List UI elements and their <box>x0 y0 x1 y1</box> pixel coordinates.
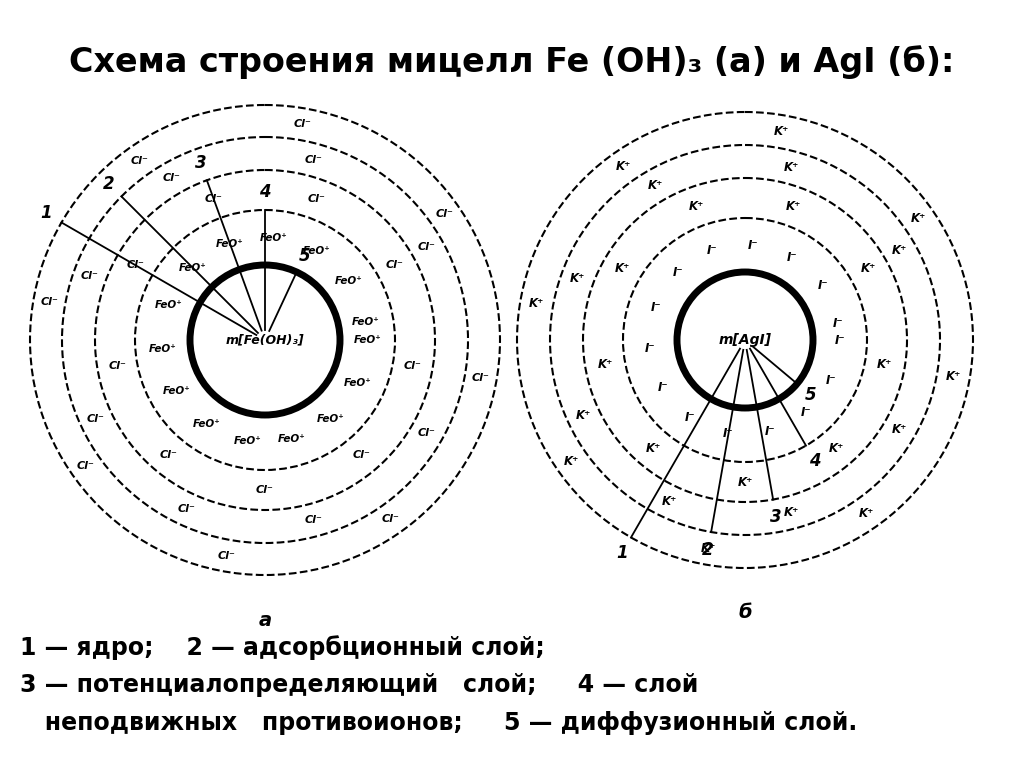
Text: I⁻: I⁻ <box>673 266 683 279</box>
Text: FeO⁺: FeO⁺ <box>278 434 305 444</box>
Text: 5: 5 <box>805 387 817 404</box>
Text: 3 — потенциалопределяющий   слой;     4 — слой: 3 — потенциалопределяющий слой; 4 — слой <box>20 673 698 697</box>
Text: I⁻: I⁻ <box>657 381 668 394</box>
Text: I⁻: I⁻ <box>748 239 759 252</box>
Text: Cl⁻: Cl⁻ <box>256 485 274 495</box>
Text: K⁺: K⁺ <box>910 212 926 225</box>
Text: K⁺: K⁺ <box>700 542 716 555</box>
Text: 1: 1 <box>616 544 628 562</box>
Text: Cl⁻: Cl⁻ <box>304 515 323 525</box>
Text: K⁺: K⁺ <box>783 506 799 519</box>
Text: m[Fe(OH)₃]: m[Fe(OH)₃] <box>225 334 304 347</box>
Text: FeO⁺: FeO⁺ <box>353 335 381 345</box>
Text: I⁻: I⁻ <box>834 317 844 330</box>
Text: I⁻: I⁻ <box>787 252 798 264</box>
Text: FeO⁺: FeO⁺ <box>155 300 182 310</box>
Text: Cl⁻: Cl⁻ <box>160 450 177 460</box>
Text: Cl⁻: Cl⁻ <box>40 297 58 307</box>
Text: I⁻: I⁻ <box>685 411 696 424</box>
Text: Cl⁻: Cl⁻ <box>81 272 98 281</box>
Text: I⁻: I⁻ <box>825 374 837 387</box>
Text: FeO⁺: FeO⁺ <box>352 318 380 328</box>
Text: б: б <box>738 604 752 623</box>
Text: I⁻: I⁻ <box>801 407 811 420</box>
Text: FeO⁺: FeO⁺ <box>193 419 220 429</box>
Text: Cl⁻: Cl⁻ <box>472 373 489 383</box>
Text: K⁺: K⁺ <box>783 161 799 174</box>
Text: Cl⁻: Cl⁻ <box>77 461 94 471</box>
Text: K⁺: K⁺ <box>774 125 790 138</box>
Text: Cl⁻: Cl⁻ <box>87 414 104 424</box>
Text: I⁻: I⁻ <box>650 301 662 314</box>
Text: K⁺: K⁺ <box>569 272 585 285</box>
Text: I⁻: I⁻ <box>835 334 846 347</box>
Text: Cl⁻: Cl⁻ <box>163 173 180 183</box>
Text: K⁺: K⁺ <box>858 507 874 520</box>
Text: m[AgI]: m[AgI] <box>719 333 771 347</box>
Text: K⁺: K⁺ <box>945 370 961 384</box>
Text: а: а <box>258 611 271 630</box>
Text: K⁺: K⁺ <box>737 476 753 489</box>
Text: 4: 4 <box>809 453 821 470</box>
Text: K⁺: K⁺ <box>648 179 664 192</box>
Text: I⁻: I⁻ <box>764 425 775 438</box>
Text: 2: 2 <box>103 175 115 193</box>
Text: I⁻: I⁻ <box>723 427 734 440</box>
Text: Cl⁻: Cl⁻ <box>403 361 422 371</box>
Text: Cl⁻: Cl⁻ <box>352 450 371 460</box>
Text: Cl⁻: Cl⁻ <box>382 515 399 525</box>
Text: FeO⁺: FeO⁺ <box>150 344 177 354</box>
Text: Cl⁻: Cl⁻ <box>435 209 454 219</box>
Text: FeO⁺: FeO⁺ <box>317 413 345 423</box>
Text: I⁻: I⁻ <box>817 279 828 292</box>
Text: 3: 3 <box>770 509 782 526</box>
Text: Cl⁻: Cl⁻ <box>130 156 148 166</box>
Text: FeO⁺: FeO⁺ <box>216 239 244 249</box>
Text: Схема строения мицелл Fe (OH)₃ (а) и AgI (б):: Схема строения мицелл Fe (OH)₃ (а) и AgI… <box>70 45 954 79</box>
Text: K⁺: K⁺ <box>860 262 876 275</box>
Text: K⁺: K⁺ <box>646 443 662 456</box>
Text: Cl⁻: Cl⁻ <box>294 120 312 130</box>
Text: Cl⁻: Cl⁻ <box>218 551 236 561</box>
Text: FeO⁺: FeO⁺ <box>163 387 190 397</box>
Text: Cl⁻: Cl⁻ <box>126 260 144 270</box>
Text: K⁺: K⁺ <box>689 200 705 213</box>
Text: Cl⁻: Cl⁻ <box>109 361 126 371</box>
Text: K⁺: K⁺ <box>564 455 580 468</box>
Text: Cl⁻: Cl⁻ <box>177 504 196 514</box>
Text: K⁺: K⁺ <box>575 409 591 422</box>
Text: K⁺: K⁺ <box>616 160 632 173</box>
Text: K⁺: K⁺ <box>597 358 612 371</box>
Text: Cl⁻: Cl⁻ <box>386 260 403 270</box>
Text: K⁺: K⁺ <box>785 200 801 213</box>
Text: 1: 1 <box>40 205 51 222</box>
Text: FeO⁺: FeO⁺ <box>344 378 372 388</box>
Text: Cl⁻: Cl⁻ <box>304 155 323 165</box>
Text: 2: 2 <box>702 541 714 559</box>
Text: 3: 3 <box>195 154 207 173</box>
Text: 1 — ядро;    2 — адсорбционный слой;: 1 — ядро; 2 — адсорбционный слой; <box>20 635 545 660</box>
Text: Cl⁻: Cl⁻ <box>418 428 435 438</box>
Text: K⁺: K⁺ <box>662 495 677 509</box>
Text: FeO⁺: FeO⁺ <box>335 276 362 286</box>
Text: K⁺: K⁺ <box>892 423 907 436</box>
Text: FeO⁺: FeO⁺ <box>233 436 261 446</box>
Text: Cl⁻: Cl⁻ <box>205 194 222 204</box>
Text: 5: 5 <box>298 247 310 265</box>
Text: K⁺: K⁺ <box>614 262 630 275</box>
Text: I⁻: I⁻ <box>645 342 655 355</box>
Text: Cl⁻: Cl⁻ <box>307 194 326 204</box>
Text: K⁺: K⁺ <box>878 358 893 371</box>
Text: неподвижных   противоионов;     5 — диффузионный слой.: неподвижных противоионов; 5 — диффузионн… <box>20 711 857 735</box>
Text: FeO⁺: FeO⁺ <box>178 262 207 272</box>
Text: K⁺: K⁺ <box>892 244 907 257</box>
Text: FeO⁺: FeO⁺ <box>302 246 330 256</box>
Text: FeO⁺: FeO⁺ <box>260 233 288 243</box>
Text: Cl⁻: Cl⁻ <box>418 242 435 252</box>
Text: I⁻: I⁻ <box>708 244 718 257</box>
Text: K⁺: K⁺ <box>529 297 545 310</box>
Text: K⁺: K⁺ <box>828 443 844 456</box>
Text: 4: 4 <box>259 183 270 201</box>
